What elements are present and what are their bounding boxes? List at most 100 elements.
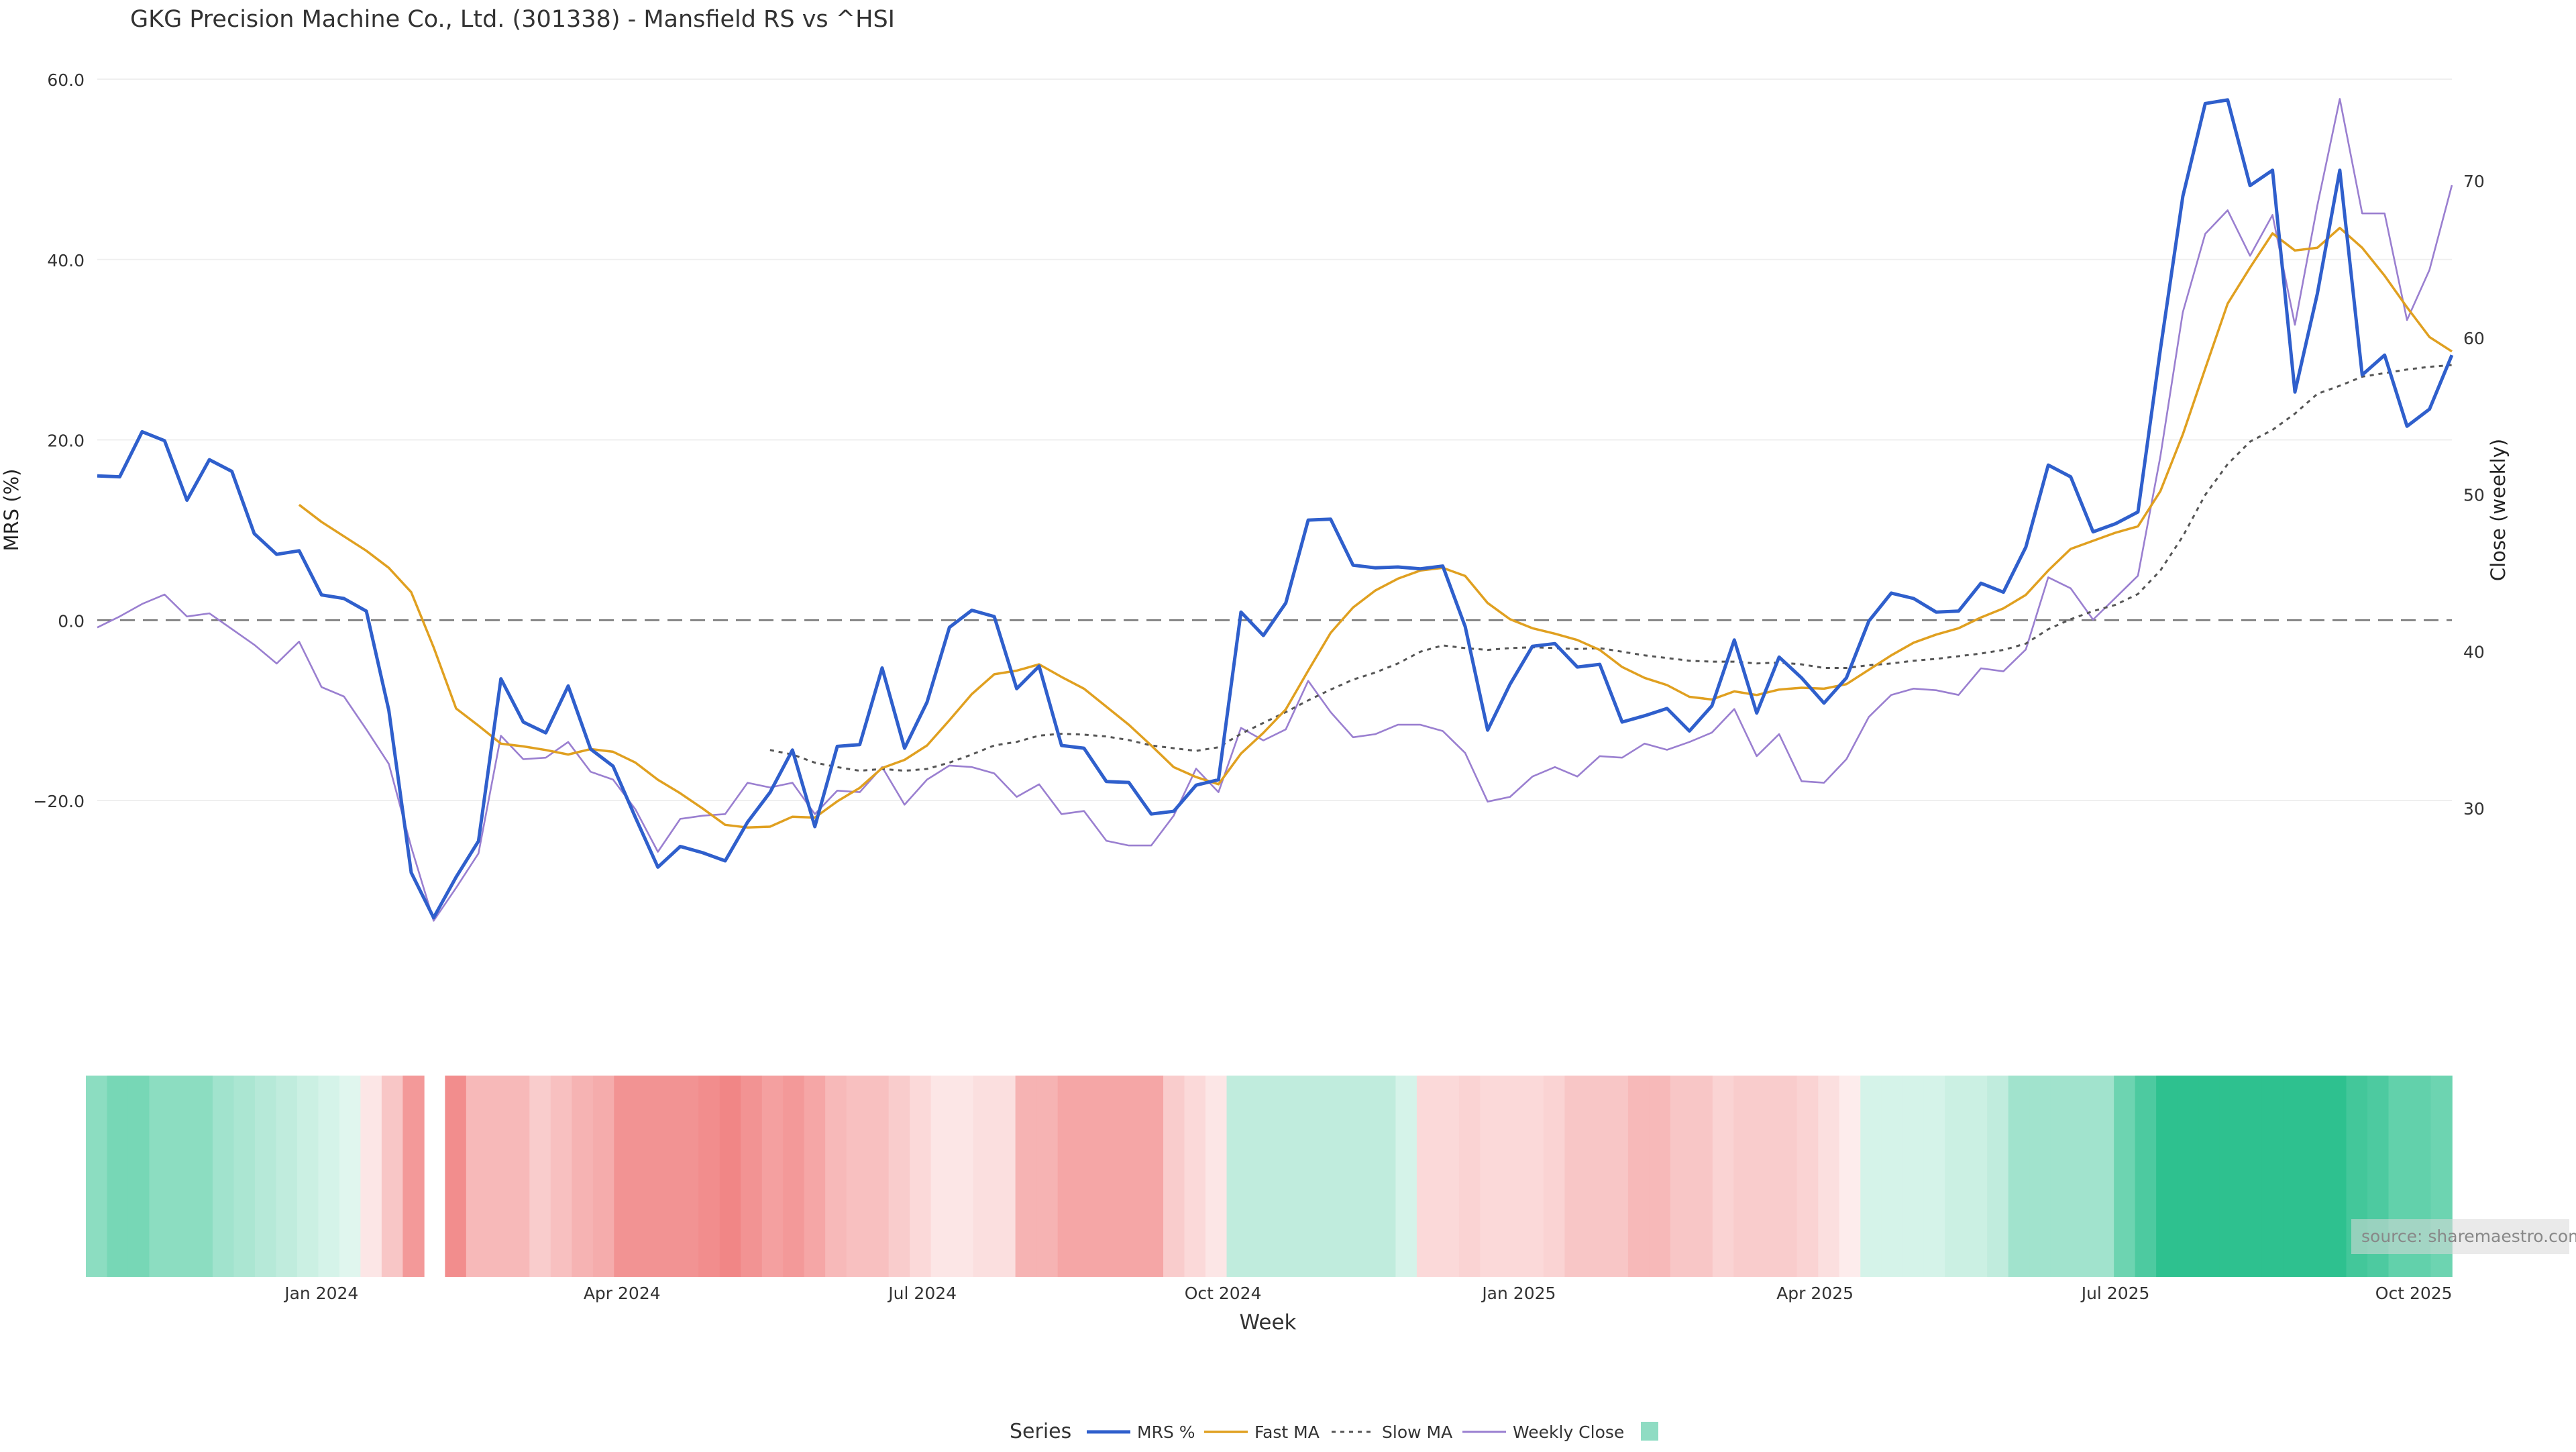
heat-cell [402, 1076, 425, 1277]
heat-cell [1099, 1076, 1122, 1277]
heat-cell [1627, 1076, 1650, 1277]
legend: Series MRS % Fast MA Slow MA Weekly Close [1010, 1420, 1658, 1443]
source-note-background [2351, 1219, 2569, 1254]
heat-cell [1480, 1076, 1502, 1277]
heat-cell [1923, 1076, 1946, 1277]
heat-cell [1712, 1076, 1735, 1277]
x-tick-label: Jan 2024 [283, 1284, 358, 1303]
heat-cell [719, 1076, 742, 1277]
heat-cell [487, 1076, 509, 1277]
heat-cell [2177, 1076, 2199, 1277]
heat-cell [2008, 1076, 2030, 1277]
heat-cell [1142, 1076, 1164, 1277]
x-tick-label: Oct 2025 [2375, 1284, 2453, 1303]
heat-cell [1818, 1076, 1840, 1277]
heat-cell [2029, 1076, 2051, 1277]
x-tick-label: Jan 2025 [1481, 1284, 1556, 1303]
series-lines [97, 98, 2454, 922]
y-tick-left-label: 0.0 [58, 611, 85, 631]
heat-cell [1205, 1076, 1228, 1277]
series-line-fast-ma [298, 226, 2453, 829]
heat-cell [1438, 1076, 1460, 1277]
heat-cell [1585, 1076, 1608, 1277]
heat-cell [107, 1076, 129, 1277]
heat-cell [2050, 1076, 2072, 1277]
heat-cell [1226, 1076, 1248, 1277]
heat-cell [1015, 1076, 1037, 1277]
heat-cell [1691, 1076, 1713, 1277]
heat-cell [1289, 1076, 1312, 1277]
heat-cell [1670, 1076, 1693, 1277]
heat-cell [149, 1076, 171, 1277]
heat-cell [635, 1076, 657, 1277]
x-tick-label: Apr 2024 [584, 1284, 661, 1303]
heat-cell [170, 1076, 193, 1277]
heat-cell [572, 1076, 594, 1277]
heat-cell [994, 1076, 1016, 1277]
chart-title: GKG Precision Machine Co., Ltd. (301338)… [130, 6, 895, 33]
heat-cell [1522, 1076, 1544, 1277]
heat-cell [614, 1076, 636, 1277]
heat-cell [1754, 1076, 1777, 1277]
heat-cell [2219, 1076, 2241, 1277]
heat-cell [804, 1076, 826, 1277]
heat-cell [910, 1076, 932, 1277]
heat-cell [1163, 1076, 1185, 1277]
heat-cell [888, 1076, 910, 1277]
series-line-slow-ma [769, 364, 2453, 772]
heat-cell [1839, 1076, 1862, 1277]
heat-cell [867, 1076, 890, 1277]
series-line-mrs [97, 98, 2454, 920]
y-tick-right-label: 60 [2463, 329, 2485, 348]
heat-cell [741, 1076, 763, 1277]
heat-cell [1966, 1076, 1988, 1277]
heat-cell [2156, 1076, 2178, 1277]
y-axis-left-label: MRS (%) [0, 469, 23, 552]
heat-cell [1184, 1076, 1206, 1277]
x-tick-label: Jul 2024 [887, 1284, 957, 1303]
heat-cell [2092, 1076, 2114, 1277]
heat-cell [1248, 1076, 1270, 1277]
heat-cell [1733, 1076, 1756, 1277]
heat-cell [1796, 1076, 1819, 1277]
heat-cell [1501, 1076, 1523, 1277]
heat-cell [2135, 1076, 2157, 1277]
legend-label: Weekly Close [1513, 1422, 1624, 1442]
heat-cell [318, 1076, 340, 1277]
heat-cell [233, 1076, 256, 1277]
heat-cell [508, 1076, 531, 1277]
x-tick-label: Apr 2025 [1776, 1284, 1854, 1303]
legend-title: Series [1010, 1420, 1071, 1443]
heat-cell [1607, 1076, 1629, 1277]
y-tick-right-label: 40 [2463, 642, 2485, 662]
y-tick-right-label: 50 [2463, 486, 2485, 505]
legend-label: Slow MA [1382, 1422, 1452, 1442]
heat-cell [1564, 1076, 1587, 1277]
heat-cell [656, 1076, 678, 1277]
heat-cell [2114, 1076, 2136, 1277]
y-tick-left-label: 60.0 [47, 70, 85, 90]
heat-cell [466, 1076, 488, 1277]
heat-cell [1860, 1076, 1882, 1277]
legend-swatch-band [1641, 1422, 1658, 1441]
heat-cell [677, 1076, 700, 1277]
heat-cell [2241, 1076, 2263, 1277]
y-tick-left-label: 20.0 [47, 431, 85, 451]
heat-cell [1881, 1076, 1904, 1277]
heat-cell [761, 1076, 784, 1277]
heat-cell [825, 1076, 847, 1277]
heat-cell [212, 1076, 235, 1277]
regime-heat-band [86, 1076, 2453, 1277]
heat-cell [952, 1076, 974, 1277]
heat-cell [1353, 1076, 1375, 1277]
heat-cell [1776, 1076, 1798, 1277]
y-tick-left-label: 40.0 [47, 251, 85, 270]
heat-cell [930, 1076, 953, 1277]
heat-cell [1269, 1076, 1291, 1277]
heat-cell [254, 1076, 277, 1277]
heat-cell [2072, 1076, 2094, 1277]
heat-cell [2261, 1076, 2284, 1277]
heat-cell [1374, 1076, 1397, 1277]
